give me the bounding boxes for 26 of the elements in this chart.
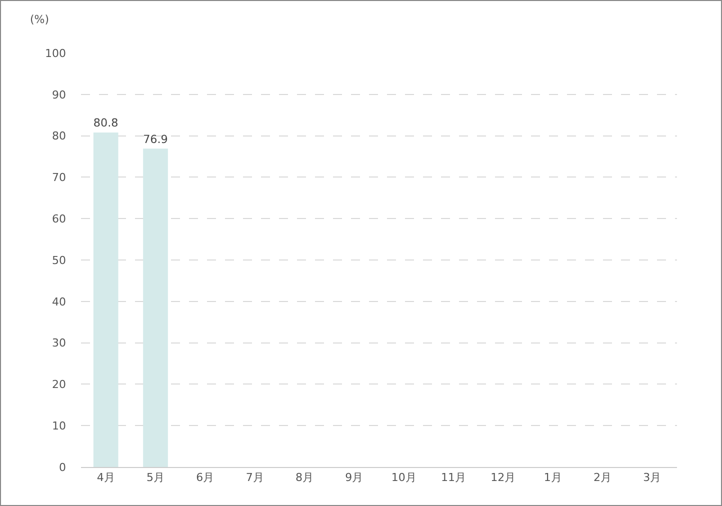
y-tick-label: 10 — [52, 419, 66, 432]
x-tick-label: 4月 — [96, 471, 115, 484]
x-tick-label: 6月 — [196, 471, 214, 484]
x-tick-label: 11月 — [441, 471, 466, 484]
y-tick-label: 90 — [52, 88, 66, 102]
y-tick-label: 0 — [59, 460, 66, 474]
x-tick-label: 10月 — [391, 471, 416, 484]
data-label: 76.9 — [143, 132, 168, 146]
x-tick-label: 8月 — [296, 471, 314, 484]
x-tick-label: 7月 — [246, 471, 264, 484]
y-tick-label: 50 — [52, 254, 66, 267]
x-tick-label: 12月 — [490, 471, 516, 484]
y-tick-label: 70 — [52, 171, 66, 184]
x-tick-label: 3月 — [643, 471, 662, 484]
data-label: 80.8 — [93, 116, 118, 130]
y-tick-label: 60 — [52, 212, 66, 226]
y-axis-title: (%) — [30, 13, 50, 26]
y-tick-label: 80 — [52, 130, 66, 143]
y-tick-label: 100 — [45, 46, 66, 60]
x-tick-label: 5月 — [146, 471, 164, 484]
y-tick-label: 20 — [52, 378, 66, 392]
x-tick-label: 2月 — [594, 471, 612, 484]
y-tick-label: 30 — [52, 336, 66, 350]
x-tick-label: 9月 — [345, 471, 364, 484]
y-tick-label: 40 — [52, 295, 66, 308]
x-tick-label: 1月 — [544, 471, 562, 484]
